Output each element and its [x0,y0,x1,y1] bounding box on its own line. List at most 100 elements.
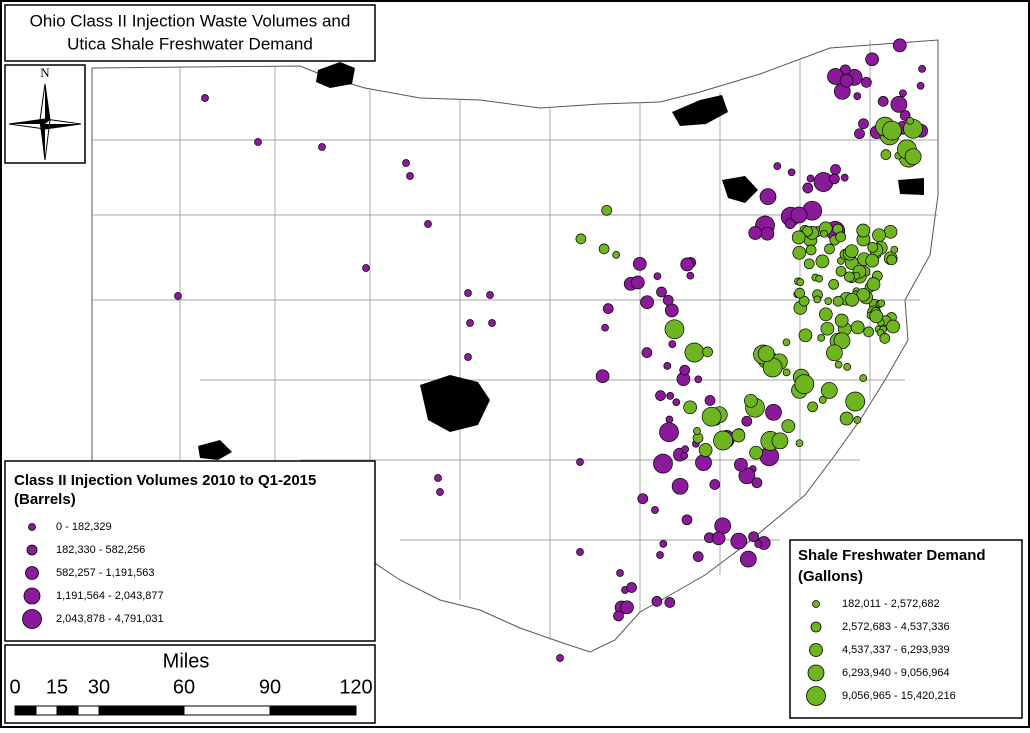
injection-site [714,517,732,535]
scale-label: 120 [339,676,372,698]
freshwater-site [834,360,843,369]
freshwater-site [863,326,874,338]
injection-site [666,392,675,400]
freshwater-site [798,328,813,343]
title-line: Ohio Class II Injection Waste Volumes an… [30,11,351,30]
injection-site [466,319,474,327]
freshwater-site [792,245,807,260]
legend-symbol [23,587,41,605]
injection-site [664,303,679,318]
injection-site [751,477,763,489]
injection-site [692,551,704,562]
legend-label: 6,293,940 - 9,056,964 [842,667,950,679]
injection-site [853,92,862,100]
scale-segment [35,705,58,716]
scale-bar: Miles 0 15 30 60 90 120 [4,644,376,724]
legend-symbol [806,686,826,706]
freshwater-site [815,274,824,283]
injection-site [464,289,472,297]
injection-site [488,319,496,327]
injection-site [656,551,664,559]
freshwater-site [702,346,713,358]
injection-site [773,162,782,170]
freshwater-site [802,225,813,237]
legend-title: Class II Injection Volumes 2010 to Q1-20… [14,472,316,489]
freshwater-site [731,428,746,443]
freshwater-site [818,396,827,404]
legend-frame [4,460,376,642]
freshwater-site [693,427,701,435]
legend-symbol [25,566,39,580]
injection-site [668,340,677,348]
freshwater-site [844,271,855,283]
legend-title: (Barrels) [14,491,76,508]
freshwater-site [886,254,898,266]
injection-site [790,206,808,224]
scale-segment [77,705,100,716]
scale-segment [14,705,37,716]
injection-site [704,395,716,406]
legend-label: 4,537,337 - 6,293,939 [842,644,950,656]
injection-site [806,174,815,183]
legend-label: 2,572,683 - 4,537,336 [842,621,950,633]
legend-label: 2,043,878 - 4,791,031 [56,613,164,625]
injection-site [576,548,584,556]
injection-site [576,458,584,466]
title-box: Ohio Class II Injection Waste Volumes an… [4,4,376,62]
freshwater-site [795,439,804,448]
injection-site [754,540,763,548]
freshwater-site [867,241,879,253]
injection-site [730,532,748,550]
freshwater-site [782,368,791,377]
injection-site [659,422,679,443]
freshwater-legend: Shale Freshwater Demand (Gallons) 182,01… [789,539,1023,719]
freshwater-site [856,223,871,238]
injection-site [655,390,666,401]
scale-segment [269,705,357,716]
freshwater-site [832,295,844,307]
injection-site [659,540,668,548]
north-arrow: N [4,64,86,164]
injection-site [839,73,854,88]
injection-site [680,257,695,272]
freshwater-site [845,391,866,412]
freshwater-site [880,149,892,160]
injection-site [637,493,649,505]
freshwater-site [575,233,587,245]
injection-site [694,375,703,384]
injection-site [830,164,841,175]
injection-site [613,610,624,622]
freshwater-site [701,406,722,427]
freshwater-site [834,313,849,328]
injection-site [602,303,614,314]
injection-site [664,597,676,608]
freshwater-site [824,297,833,305]
freshwater-site [877,299,886,308]
injection-site [711,531,726,546]
freshwater-site [882,120,902,141]
injection-site [877,96,889,107]
scale-segment [98,705,185,716]
injection-site [858,118,869,130]
dot-layer [174,38,929,662]
injection-site [741,415,753,427]
legend-label: 0 - 182,329 [56,521,112,533]
freshwater-site [820,321,835,336]
injection-site [434,474,442,482]
legend-label: 1,191,564 - 2,043,877 [56,590,164,602]
injection-site [174,292,182,300]
freshwater-site [853,416,862,424]
scale-label: 30 [88,676,110,698]
injection-site [760,226,775,241]
scale-segment [56,705,79,716]
injection-site [616,569,624,577]
legend-symbol [807,664,825,682]
injection-site [651,506,659,514]
legend-title: (Gallons) [798,568,863,585]
legend-symbol [812,600,820,608]
freshwater-site [791,230,806,245]
freshwater-site [805,244,817,256]
freshwater-site [850,320,865,335]
injection-site [626,582,637,593]
injection-site [765,403,782,421]
